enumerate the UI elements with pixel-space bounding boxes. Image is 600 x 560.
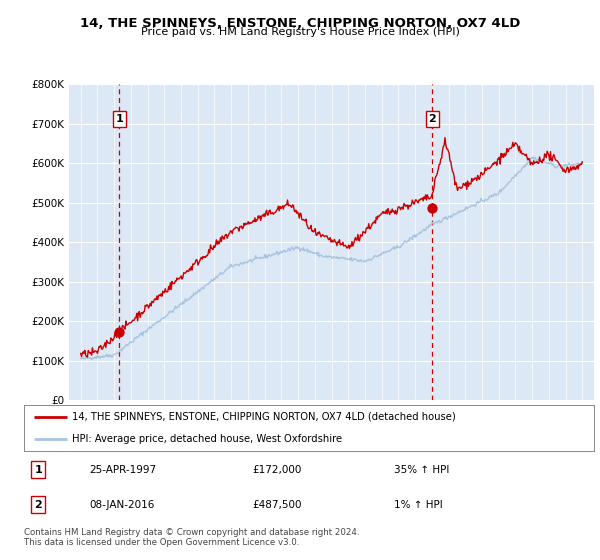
Text: 14, THE SPINNEYS, ENSTONE, CHIPPING NORTON, OX7 4LD (detached house): 14, THE SPINNEYS, ENSTONE, CHIPPING NORT…: [73, 412, 456, 422]
Text: HPI: Average price, detached house, West Oxfordshire: HPI: Average price, detached house, West…: [73, 434, 343, 444]
Text: £172,000: £172,000: [252, 465, 301, 475]
Text: 2: 2: [34, 500, 42, 510]
Text: 08-JAN-2016: 08-JAN-2016: [89, 500, 155, 510]
Text: 1% ↑ HPI: 1% ↑ HPI: [395, 500, 443, 510]
Text: 1: 1: [34, 465, 42, 475]
Text: 1: 1: [116, 114, 124, 124]
Text: £487,500: £487,500: [252, 500, 302, 510]
Text: 14, THE SPINNEYS, ENSTONE, CHIPPING NORTON, OX7 4LD: 14, THE SPINNEYS, ENSTONE, CHIPPING NORT…: [80, 17, 520, 30]
Text: Contains HM Land Registry data © Crown copyright and database right 2024.
This d: Contains HM Land Registry data © Crown c…: [24, 528, 359, 547]
Text: 2: 2: [428, 114, 436, 124]
Text: Price paid vs. HM Land Registry's House Price Index (HPI): Price paid vs. HM Land Registry's House …: [140, 27, 460, 38]
Point: [115, 328, 124, 337]
Text: 25-APR-1997: 25-APR-1997: [89, 465, 157, 475]
Text: 35% ↑ HPI: 35% ↑ HPI: [395, 465, 450, 475]
Point: [428, 203, 437, 212]
